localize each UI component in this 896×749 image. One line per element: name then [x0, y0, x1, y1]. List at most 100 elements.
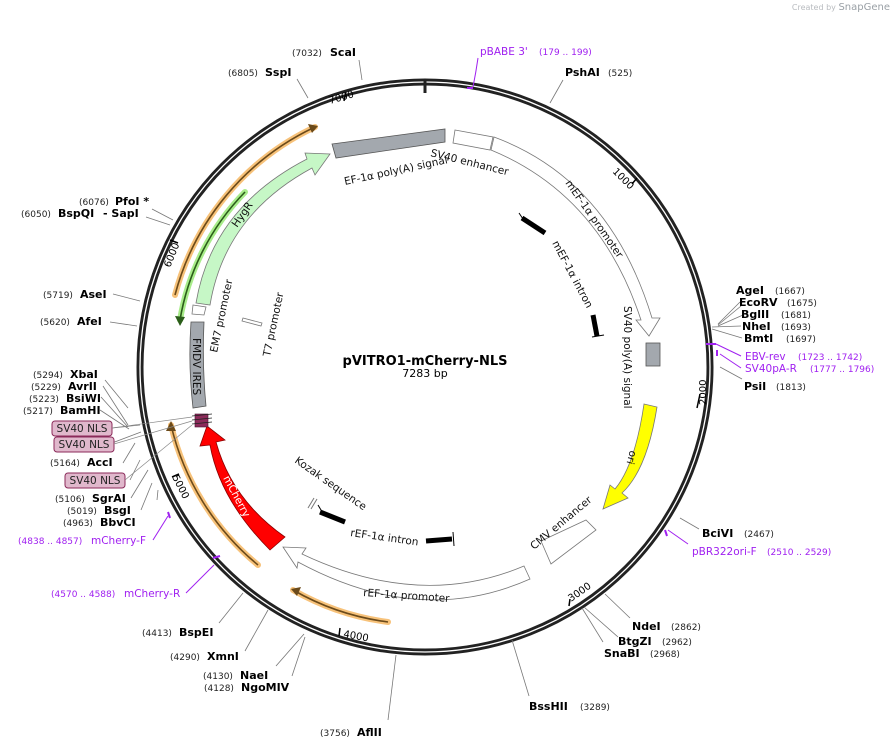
enzyme-pos: (2962) [662, 638, 692, 648]
feature-label: Kozak sequence [292, 455, 368, 513]
feature-sv40-polya[interactable]: SV40 poly(A) signal [621, 306, 661, 409]
enzyme-pos: (525) [608, 69, 632, 79]
enzyme-xmni[interactable]: XmnI [207, 650, 239, 663]
enzyme-bmti[interactable]: BmtI [744, 332, 773, 345]
primer-mcherry-f[interactable]: mCherry-F [91, 535, 146, 547]
primer-sv40pa-r[interactable]: SV40pA-R [745, 363, 797, 375]
primer-leaders [152, 57, 742, 594]
feature-label: FMDV IRES [190, 338, 202, 396]
enzyme-btgzi[interactable]: BtgZI [618, 635, 652, 648]
enzyme-pos: (2968) [650, 650, 680, 660]
primer-range: (1777 .. 1796) [810, 365, 874, 375]
enzyme-xbai[interactable]: XbaI [70, 368, 98, 381]
feature-nls-markers[interactable] [191, 413, 213, 428]
enzyme-psii[interactable]: PsiI [744, 380, 766, 393]
feature-label: mEF-1α intron [549, 239, 595, 310]
feature-fmdv-ires[interactable]: FMDV IRES [189, 321, 207, 409]
enzyme-pos: (5164) [50, 459, 80, 469]
tick-4000: 4000 [342, 629, 369, 644]
enzyme-ngomiv[interactable]: NgoMIV [241, 681, 290, 694]
enzyme-pos: (4128) [204, 684, 234, 694]
feature-kozak[interactable]: Kozak sequence [292, 455, 368, 513]
enzyme-bcivi[interactable]: BciVI [702, 527, 733, 540]
feature-mef1a-promoter[interactable]: mEF-1α promoter [490, 136, 661, 337]
enzyme-avrii[interactable]: AvrII [68, 380, 97, 393]
nls-label-2[interactable]: SV40 NLS [53, 436, 115, 453]
green-orf-arc [175, 189, 248, 326]
enzyme-ndei[interactable]: NdeI [632, 620, 661, 633]
enzyme-pos: (5719) [43, 291, 73, 301]
primer-pbabe3[interactable]: pBABE 3' [480, 46, 528, 58]
enzyme-ecorv[interactable]: EcoRV [739, 296, 778, 309]
feature-t7-promoter[interactable]: T7 promoter [241, 291, 287, 359]
enzyme-pos: (4413) [142, 629, 172, 639]
feature-ori[interactable]: ori [602, 403, 658, 510]
primer-range: (4838 .. 4857) [18, 537, 82, 547]
feature-cmv-enhancer[interactable]: CMV enhancer [528, 494, 597, 565]
primer-labels: pBABE 3' (179 .. 199) EBV-rev (1723 .. 1… [18, 46, 874, 600]
nls-label-3[interactable]: SV40 NLS [64, 472, 126, 489]
feature-ref1a-promoter[interactable]: rEF-1α promoter [282, 546, 531, 605]
enzyme-pos: (5229) [31, 383, 61, 393]
feature-label: mEF-1α promoter [563, 178, 626, 261]
feature-label: mCherry [220, 474, 252, 520]
enzyme-pos: (6076) [79, 198, 109, 208]
enzyme-pos: (4290) [170, 653, 200, 663]
enzyme-snabi[interactable]: SnaBI [604, 647, 640, 660]
feature-mef1a-intron[interactable]: mEF-1α intron [518, 212, 605, 338]
feature-mcherry[interactable]: mCherry [199, 425, 286, 551]
enzyme-bbvci[interactable]: BbvCI [100, 516, 136, 529]
tick-2000: 2000 [698, 380, 709, 405]
enzyme-bamhi[interactable]: BamHI [60, 404, 101, 417]
enzyme-pos: (1667) [775, 287, 805, 297]
snapgene-branding: Created by SnapGene [792, 2, 890, 13]
enzyme-pshai[interactable]: PshAI [565, 66, 600, 79]
enzyme-scai[interactable]: ScaI [330, 46, 356, 59]
feature-ref1a-intron[interactable]: rEF-1α intron [317, 504, 455, 549]
enzyme-bglii[interactable]: BglII [741, 308, 769, 321]
tick-7000: 7000 [328, 89, 355, 107]
enzyme-bsgi[interactable]: BsgI [104, 504, 131, 517]
primer-range: (4570 .. 4588) [51, 590, 115, 600]
plasmid-name: pVITRO1-mCherry-NLS [343, 354, 508, 369]
snapgene-logo: SnapGene [838, 2, 890, 13]
enzyme-agei[interactable]: AgeI [736, 284, 764, 297]
enzyme-asei[interactable]: AseI [80, 288, 107, 301]
feature-label: ori [624, 449, 639, 465]
enzyme-pos: (4963) [63, 519, 93, 529]
enzyme-naei[interactable]: NaeI [240, 669, 268, 682]
enzyme-pos: (3289) [580, 703, 610, 713]
enzyme-aflii[interactable]: AflII [357, 726, 382, 739]
enzyme-pos: (1675) [787, 299, 817, 309]
primer-pbr322ori-f[interactable]: pBR322ori-F [692, 546, 757, 558]
enzyme-pos: (6805) [228, 69, 258, 79]
enzyme-pos: (5620) [40, 318, 70, 328]
enzyme-sgrai[interactable]: SgrAI [92, 492, 126, 505]
enzyme-pos: (7032) [292, 49, 322, 59]
enzyme-nhei[interactable]: NheI [742, 320, 771, 333]
enzyme-pos: (5217) [23, 407, 53, 417]
enzyme-sspi[interactable]: SspI [265, 66, 291, 79]
feature-label: T7 promoter [261, 291, 287, 359]
enzyme-acci[interactable]: AccI [87, 456, 113, 469]
enzyme-pos: (2467) [744, 530, 774, 540]
enzyme-pos: (1693) [781, 323, 811, 333]
enzyme-pfoi[interactable]: PfoI * [115, 195, 149, 208]
nls-label-1[interactable]: SV40 NLS [51, 420, 113, 437]
nls-label-text: SV40 NLS [57, 423, 108, 435]
enzyme-sapi[interactable]: - SapI [103, 207, 139, 220]
enzyme-labels: (7032) ScaI (6805) SspI PshAI (525) (607… [21, 46, 817, 739]
enzyme-bspqi[interactable]: BspQI [58, 207, 94, 220]
enzyme-bsiwi[interactable]: BsiWI [66, 392, 101, 405]
enzyme-pos: (5019) [67, 507, 97, 517]
primer-ebv-rev[interactable]: EBV-rev [745, 351, 786, 363]
enzyme-bsshii[interactable]: BssHII [529, 700, 568, 713]
enzyme-bspei[interactable]: BspEI [179, 626, 213, 639]
orf-arcs [166, 124, 391, 625]
enzyme-afei[interactable]: AfeI [77, 315, 102, 328]
nls-label-boxes: SV40 NLS SV40 NLS SV40 NLS [51, 416, 193, 489]
feature-label: rEF-1α intron [350, 527, 420, 548]
enzyme-pos: (2862) [671, 623, 701, 633]
primer-mcherry-r[interactable]: mCherry-R [124, 588, 180, 600]
